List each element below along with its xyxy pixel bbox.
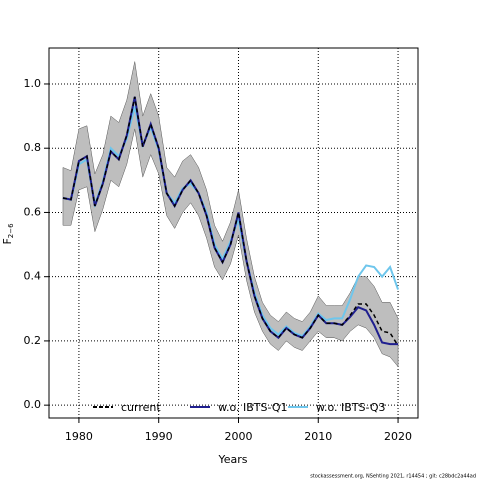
y-tick-label: 0.4 xyxy=(24,270,42,283)
y-axis-label-sub: 2−6 xyxy=(7,223,15,238)
footer: stockassessment.org, NSehting 2021, r144… xyxy=(310,474,476,480)
confidence-band xyxy=(62,61,399,368)
y-axis-label: F2−6 xyxy=(1,223,15,245)
y-axis-label-main: F xyxy=(1,238,14,244)
y-tick-label: 0.0 xyxy=(24,398,42,411)
y-tick-label: 0.2 xyxy=(24,334,42,347)
plot-frame xyxy=(48,47,419,419)
series-line xyxy=(62,96,399,347)
x-axis-label: Years xyxy=(217,453,247,466)
x-tick-label: 2010 xyxy=(304,430,332,443)
x-tick-label: 2020 xyxy=(384,430,412,443)
x-tick-label: 1980 xyxy=(65,430,93,443)
legend-label: w.o. IBTS-Q1 xyxy=(218,401,288,414)
x-tick-label: 1990 xyxy=(145,430,173,443)
legend-label: w.o. IBTS-Q3 xyxy=(316,401,386,414)
y-tick-label: 0.6 xyxy=(24,205,42,218)
y-tick-label: 1.0 xyxy=(24,77,42,90)
y-tick-label: 0.8 xyxy=(24,141,42,154)
legend-label: current xyxy=(121,401,161,414)
x-tick-label: 2000 xyxy=(224,430,252,443)
